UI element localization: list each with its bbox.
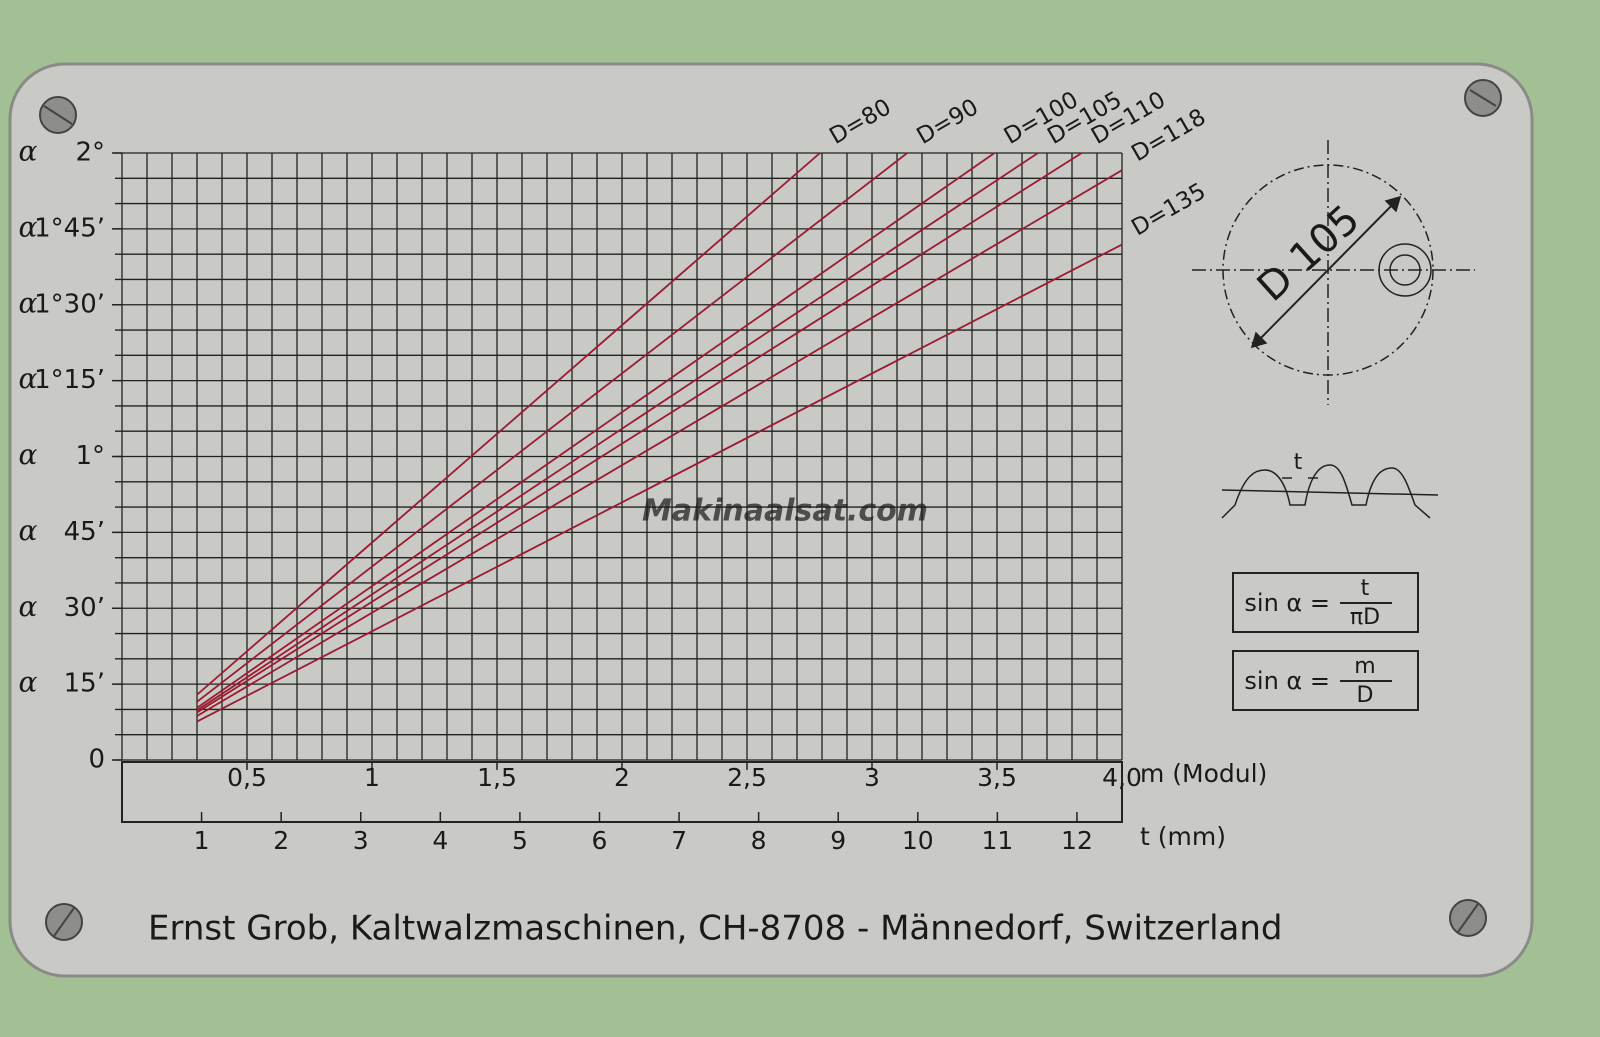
plate xyxy=(8,62,1534,978)
formula-lhs: sin α = xyxy=(1244,667,1330,695)
x-tick-label: 4,0 xyxy=(1102,763,1142,792)
x-tick-label: 2 xyxy=(614,763,630,792)
formula-den: D xyxy=(1357,683,1374,708)
screws xyxy=(39,79,1502,941)
x2-tick-label: 7 xyxy=(671,826,687,855)
x-tick-label: 1 xyxy=(364,763,380,792)
x-axis-label: m (Modul) xyxy=(1140,759,1267,788)
formula-box xyxy=(1232,572,1419,633)
formula-lhs: sin α = xyxy=(1244,589,1330,617)
y-symbol: α xyxy=(19,362,38,395)
x-tick-label: 0,5 xyxy=(227,763,267,792)
y-tick-label: 1°45’ xyxy=(34,213,105,243)
y-symbol: α xyxy=(19,514,38,547)
y-symbol: α xyxy=(19,286,38,319)
y-tick-label: 1° xyxy=(75,441,105,471)
x-tick-label: 1,5 xyxy=(477,763,517,792)
series-line xyxy=(196,152,821,696)
y-tick-label: 2° xyxy=(75,138,105,168)
y-symbol: α xyxy=(19,135,38,168)
x2-tick-label: 6 xyxy=(592,826,608,855)
x2-tick-label: 1 xyxy=(194,826,210,855)
x2-tick-label: 8 xyxy=(751,826,767,855)
series-line xyxy=(196,243,1123,723)
pitch-label: t xyxy=(1294,450,1303,475)
y-tick-label: 1°30’ xyxy=(34,289,105,319)
x2-tick-label: 12 xyxy=(1061,826,1093,855)
x2-tick-label: 4 xyxy=(432,826,448,855)
x2-tick-label: 9 xyxy=(830,826,846,855)
diameter-diagram xyxy=(1192,140,1475,405)
x-tick-label: 3 xyxy=(864,763,880,792)
x2-tick-label: 10 xyxy=(902,826,934,855)
y-tick-label: 1°15’ xyxy=(34,365,105,395)
series-line xyxy=(196,152,996,709)
y-symbol: α xyxy=(19,210,38,243)
formula-num: m xyxy=(1354,654,1375,679)
tooth-profile xyxy=(1221,464,1439,519)
x-tick-label: 3,5 xyxy=(977,763,1017,792)
y-tick-label: 15’ xyxy=(64,669,105,699)
formula-num: t xyxy=(1361,576,1370,601)
y-symbol: α xyxy=(19,438,38,471)
series-line xyxy=(196,152,908,703)
formulas: sin α = t πD sin α = mD xyxy=(1232,572,1419,711)
x2-axis-label: t (mm) xyxy=(1140,822,1226,851)
y-tick-label: 30’ xyxy=(64,593,105,623)
series-line xyxy=(196,169,1123,717)
x2-tick-label: 5 xyxy=(512,826,528,855)
y-symbol: α xyxy=(19,666,38,699)
y-tick-label: 45’ xyxy=(64,517,105,547)
x2-tick-label: 2 xyxy=(273,826,289,855)
footer: Ernst Grob, Kaltwalzmaschinen, CH-8708 -… xyxy=(148,909,1283,949)
formula-box xyxy=(1232,650,1419,711)
y-tick-label: 0 xyxy=(88,745,105,775)
x-tick-label: 2,5 xyxy=(727,763,767,792)
grid xyxy=(115,152,1123,761)
series-line xyxy=(196,152,1083,714)
watermark: Makinaalsat.com xyxy=(642,494,928,529)
x2-tick-label: 11 xyxy=(981,826,1013,855)
series-line xyxy=(196,152,1039,712)
formula-den: πD xyxy=(1350,605,1380,630)
y-symbol: α xyxy=(19,590,38,623)
x2-tick-label: 3 xyxy=(353,826,369,855)
